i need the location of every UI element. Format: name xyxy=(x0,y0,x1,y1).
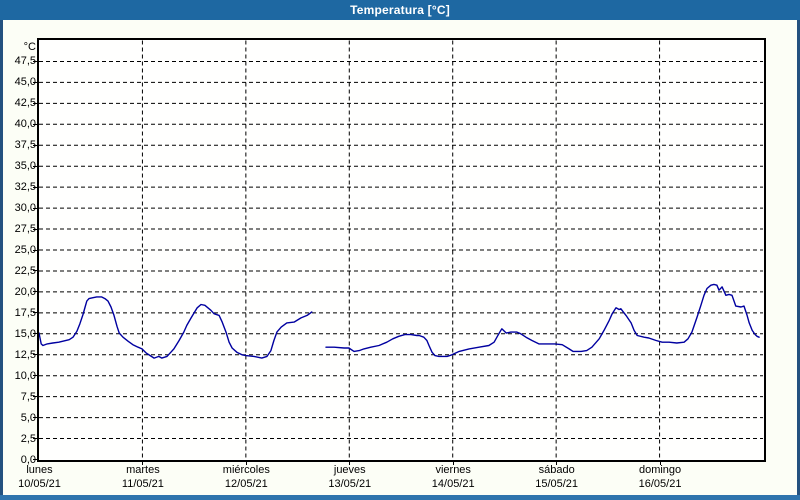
x-day-name: domingo xyxy=(638,464,682,476)
x-day-label: jueves 13/05/21 xyxy=(302,463,398,491)
y-tick-label: 0,0 xyxy=(20,453,36,466)
x-day-date: 15/05/21 xyxy=(535,478,579,490)
title-bar: Temperatura [°C] xyxy=(0,0,800,20)
y-tick-label: 47,5 xyxy=(14,55,36,68)
y-tick-label: 37,5 xyxy=(14,139,36,152)
x-day-name: miércoles xyxy=(222,464,270,476)
y-tick-label: 27,5 xyxy=(14,223,36,236)
x-day-name: sábado xyxy=(538,464,575,476)
x-day-name: viernes xyxy=(435,464,471,476)
window-title: Temperatura [°C] xyxy=(350,3,450,17)
y-tick-label: 22,5 xyxy=(14,264,36,277)
y-tick-label: 10,0 xyxy=(14,369,36,382)
y-tick-label: 40,0 xyxy=(14,118,36,131)
y-tick-label: 5,0 xyxy=(20,411,36,424)
temperature-line-segment xyxy=(325,283,760,358)
x-day-date: 10/05/21 xyxy=(18,478,61,490)
y-tick-label: 25,0 xyxy=(14,244,36,256)
y-tick-label: 12,5 xyxy=(14,348,36,361)
y-tick-label: 20,0 xyxy=(14,285,36,298)
x-day-label: martes 11/05/21 xyxy=(95,463,191,491)
x-day-date: 13/05/21 xyxy=(328,478,372,490)
x-day-name: lunes xyxy=(26,464,53,476)
window-frame-bottom xyxy=(0,495,800,500)
chart-canvas xyxy=(39,40,763,460)
y-tick-label: 2,5 xyxy=(20,432,36,445)
x-day-date: 16/05/21 xyxy=(638,478,682,490)
y-tick-label: 32,5 xyxy=(14,181,36,194)
y-tick-label: 45,0 xyxy=(14,76,36,89)
x-day-label: domingo 16/05/21 xyxy=(612,463,708,491)
plot-area xyxy=(37,38,766,462)
x-day-date: 11/05/21 xyxy=(121,478,164,490)
y-tick-label: 15,0 xyxy=(14,327,36,340)
x-day-name: martes xyxy=(126,464,160,476)
y-tick-label: 7,5 xyxy=(20,390,36,403)
x-day-label: lunes 10/05/21 xyxy=(0,463,88,491)
window-frame-right xyxy=(797,20,800,500)
y-tick-label: 17,5 xyxy=(14,306,36,319)
y-tick-label: 42,5 xyxy=(14,97,36,110)
temperature-line-segment xyxy=(39,296,313,359)
y-axis-unit-label: °C xyxy=(23,41,36,53)
x-day-name: jueves xyxy=(333,464,366,476)
x-day-label: viernes 14/05/21 xyxy=(405,463,501,491)
y-tick-label: 30,0 xyxy=(14,202,36,215)
y-tick-label: 35,0 xyxy=(14,160,36,173)
x-day-label: miércoles 12/05/21 xyxy=(198,463,294,491)
x-day-date: 14/05/21 xyxy=(431,478,475,490)
x-day-label: sábado 15/05/21 xyxy=(509,463,605,491)
x-day-date: 12/05/21 xyxy=(224,478,268,490)
window-frame-left xyxy=(0,20,3,500)
